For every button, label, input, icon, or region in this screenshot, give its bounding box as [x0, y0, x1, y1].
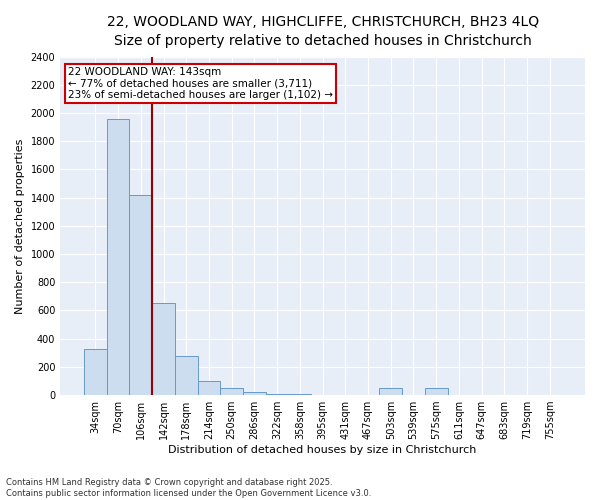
- Text: 22 WOODLAND WAY: 143sqm
← 77% of detached houses are smaller (3,711)
23% of semi: 22 WOODLAND WAY: 143sqm ← 77% of detache…: [68, 67, 333, 100]
- Bar: [425, 388, 448, 395]
- Bar: [130, 195, 152, 395]
- Bar: [379, 388, 402, 395]
- Bar: [266, 394, 289, 395]
- Bar: [197, 381, 220, 395]
- Bar: [175, 356, 197, 395]
- Text: Contains HM Land Registry data © Crown copyright and database right 2025.
Contai: Contains HM Land Registry data © Crown c…: [6, 478, 371, 498]
- Bar: [107, 118, 130, 395]
- Bar: [152, 304, 175, 395]
- Title: 22, WOODLAND WAY, HIGHCLIFFE, CHRISTCHURCH, BH23 4LQ
Size of property relative t: 22, WOODLAND WAY, HIGHCLIFFE, CHRISTCHUR…: [107, 15, 539, 48]
- X-axis label: Distribution of detached houses by size in Christchurch: Distribution of detached houses by size …: [169, 445, 477, 455]
- Bar: [84, 348, 107, 395]
- Bar: [289, 394, 311, 395]
- Bar: [243, 392, 266, 395]
- Bar: [220, 388, 243, 395]
- Y-axis label: Number of detached properties: Number of detached properties: [15, 138, 25, 314]
